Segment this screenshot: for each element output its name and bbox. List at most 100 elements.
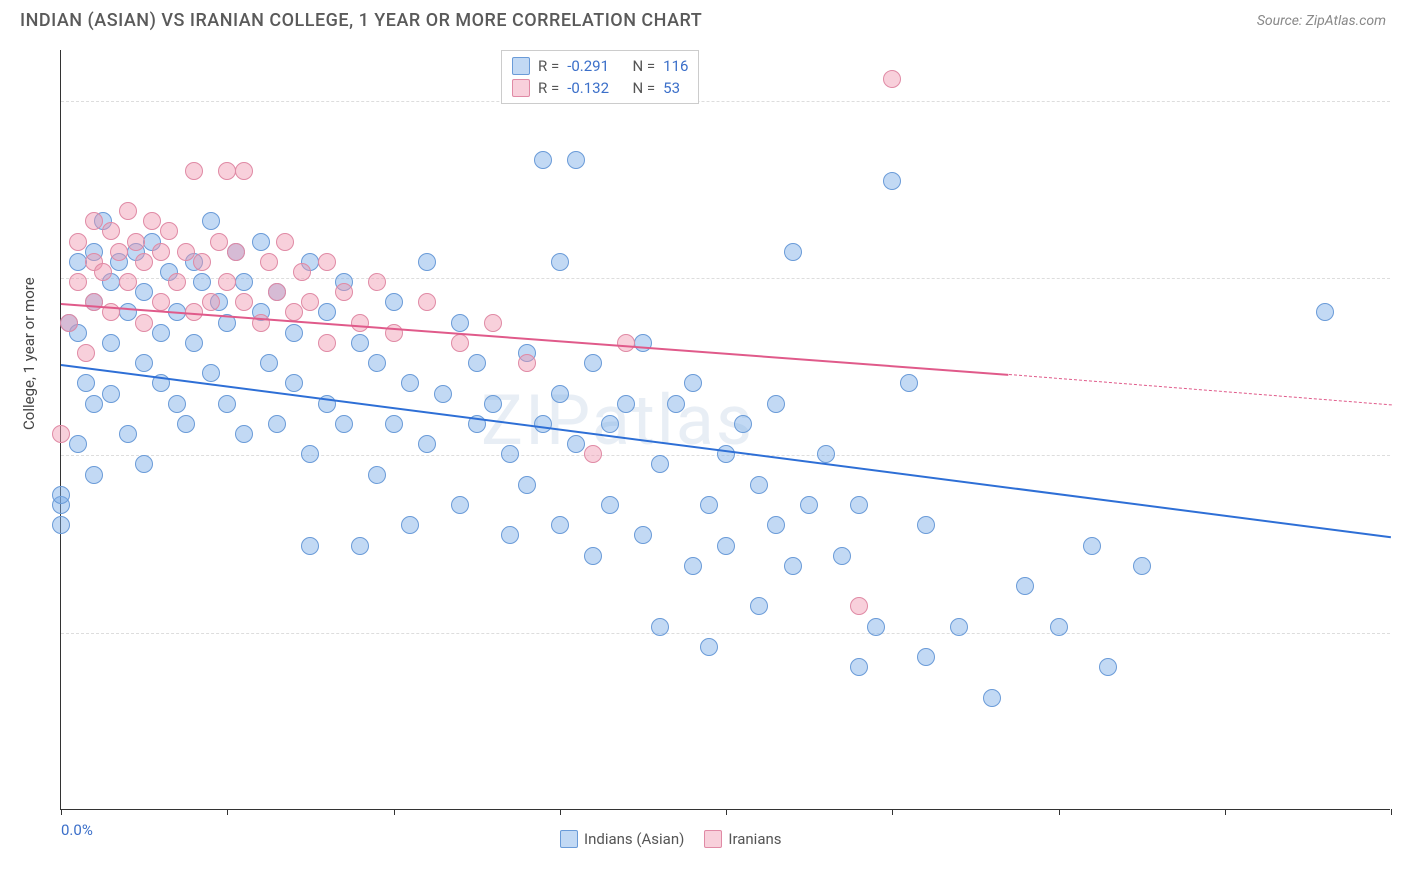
legend-label: Indians (Asian)	[584, 830, 684, 848]
scatter-point	[617, 334, 635, 352]
legend-item: Indians (Asian)	[560, 830, 684, 848]
scatter-point	[385, 293, 403, 311]
scatter-point	[202, 293, 220, 311]
scatter-point	[551, 385, 569, 403]
scatter-point	[717, 537, 735, 555]
scatter-point	[1133, 557, 1151, 575]
scatter-point	[52, 516, 70, 534]
scatter-point	[102, 334, 120, 352]
scatter-point	[817, 445, 835, 463]
legend-swatch	[704, 830, 722, 848]
scatter-point	[285, 374, 303, 392]
x-tick	[227, 809, 228, 815]
scatter-point	[717, 445, 735, 463]
scatter-point	[401, 374, 419, 392]
scatter-point	[767, 395, 785, 413]
scatter-point	[85, 395, 103, 413]
scatter-point	[784, 557, 802, 575]
scatter-point	[335, 283, 353, 301]
scatter-point	[177, 415, 195, 433]
scatter-point	[193, 253, 211, 271]
scatter-point	[418, 293, 436, 311]
scatter-point	[1083, 537, 1101, 555]
scatter-point	[601, 496, 619, 514]
gridline	[61, 101, 1390, 102]
scatter-point	[69, 273, 87, 291]
scatter-point	[883, 172, 901, 190]
scatter-point	[567, 151, 585, 169]
scatter-point	[351, 334, 369, 352]
scatter-point	[152, 243, 170, 261]
scatter-point	[77, 344, 95, 362]
source-attribution: Source: ZipAtlas.com	[1257, 13, 1386, 29]
legend-swatch	[512, 79, 530, 97]
x-tick	[61, 809, 62, 815]
scatter-point	[119, 273, 137, 291]
scatter-point	[135, 283, 153, 301]
scatter-point	[850, 658, 868, 676]
chart-title: INDIAN (ASIAN) VS IRANIAN COLLEGE, 1 YEA…	[20, 10, 702, 31]
scatter-point	[69, 233, 87, 251]
scatter-point	[119, 303, 137, 321]
scatter-point	[434, 385, 452, 403]
scatter-point	[119, 425, 137, 443]
scatter-point	[601, 415, 619, 433]
scatter-point	[185, 162, 203, 180]
scatter-point	[318, 303, 336, 321]
r-label: R =	[538, 57, 559, 75]
scatter-point	[85, 466, 103, 484]
scatter-point	[584, 445, 602, 463]
scatter-point	[484, 395, 502, 413]
scatter-point	[168, 273, 186, 291]
correlation-stats-legend: R =-0.291 N =116R =-0.132 N =53	[501, 50, 699, 104]
scatter-point	[135, 314, 153, 332]
scatter-point	[468, 354, 486, 372]
scatter-point	[85, 293, 103, 311]
x-tick	[892, 809, 893, 815]
gridline	[61, 633, 1390, 634]
scatter-point	[917, 648, 935, 666]
scatter-point	[218, 273, 236, 291]
scatter-point	[567, 435, 585, 453]
scatter-point	[734, 415, 752, 433]
scatter-point	[202, 364, 220, 382]
x-tick	[1059, 809, 1060, 815]
scatter-point	[260, 253, 278, 271]
x-tick-label-min: 0.0%	[61, 821, 93, 839]
scatter-point	[318, 334, 336, 352]
r-label: R =	[538, 79, 559, 97]
scatter-point	[69, 253, 87, 271]
scatter-plot-area: ZIPatlas 47.5%65.0%82.5%100.0%0.0%80.0%R…	[60, 50, 1390, 810]
scatter-point	[534, 415, 552, 433]
legend-swatch	[560, 830, 578, 848]
r-value: -0.132	[567, 79, 609, 97]
scatter-point	[684, 374, 702, 392]
scatter-point	[551, 253, 569, 271]
scatter-point	[268, 283, 286, 301]
scatter-point	[418, 435, 436, 453]
scatter-point	[900, 374, 918, 392]
bottom-legend: Indians (Asian)Iranians	[560, 830, 782, 848]
scatter-point	[983, 689, 1001, 707]
y-tick-label: 65.0%	[1400, 446, 1406, 464]
scatter-point	[202, 212, 220, 230]
n-label: N =	[632, 57, 655, 75]
scatter-point	[235, 273, 253, 291]
scatter-point	[160, 222, 178, 240]
scatter-point	[634, 334, 652, 352]
scatter-point	[484, 314, 502, 332]
stats-row: R =-0.132 N =53	[512, 77, 688, 99]
scatter-point	[285, 324, 303, 342]
r-value: -0.291	[567, 57, 609, 75]
scatter-point	[102, 385, 120, 403]
scatter-point	[700, 638, 718, 656]
scatter-point	[119, 202, 137, 220]
scatter-point	[127, 233, 145, 251]
scatter-point	[451, 334, 469, 352]
scatter-point	[301, 445, 319, 463]
scatter-point	[534, 151, 552, 169]
scatter-point	[293, 263, 311, 281]
scatter-point	[1050, 618, 1068, 636]
scatter-point	[301, 537, 319, 555]
scatter-point	[451, 314, 469, 332]
